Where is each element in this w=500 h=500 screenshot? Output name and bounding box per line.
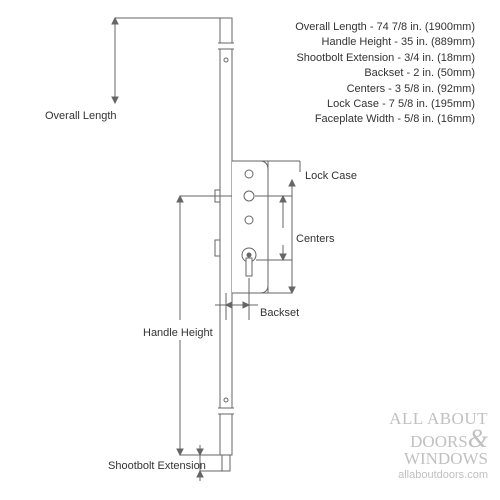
handle-height-label: Handle Height <box>143 327 213 339</box>
overall-length-label: Overall Length <box>45 110 117 122</box>
spec-overall-length: Overall Length - 74 7/8 in. (1900mm) <box>295 20 475 35</box>
brand-watermark: ALL ABOUT DOORS& WINDOWS allaboutdoors.c… <box>389 411 488 480</box>
spec-handle-height: Handle Height - 35 in. (889mm) <box>295 35 475 50</box>
diagram-container: Overall Length - 74 7/8 in. (1900mm) Han… <box>0 0 500 500</box>
watermark-line2: DOORS& <box>389 427 488 452</box>
spec-faceplate-width: Faceplate Width - 5/8 in. (16mm) <box>295 112 475 127</box>
lock-case-label: Lock Case <box>305 170 357 182</box>
spec-shootbolt: Shootbolt Extension - 3/4 in. (18mm) <box>295 51 475 66</box>
centers-label: Centers <box>296 233 335 245</box>
spec-lock-case: Lock Case - 7 5/8 in. (195mm) <box>295 97 475 112</box>
watermark-url: allaboutdoors.com <box>389 470 488 480</box>
watermark-line3: WINDOWS <box>389 451 488 467</box>
specifications-list: Overall Length - 74 7/8 in. (1900mm) Han… <box>295 20 475 128</box>
shootbolt-label: Shootbolt Extension <box>108 460 206 472</box>
spec-centers: Centers - 3 5/8 in. (92mm) <box>295 82 475 97</box>
backset-label: Backset <box>260 307 299 319</box>
spec-backset: Backset - 2 in. (50mm) <box>295 66 475 81</box>
